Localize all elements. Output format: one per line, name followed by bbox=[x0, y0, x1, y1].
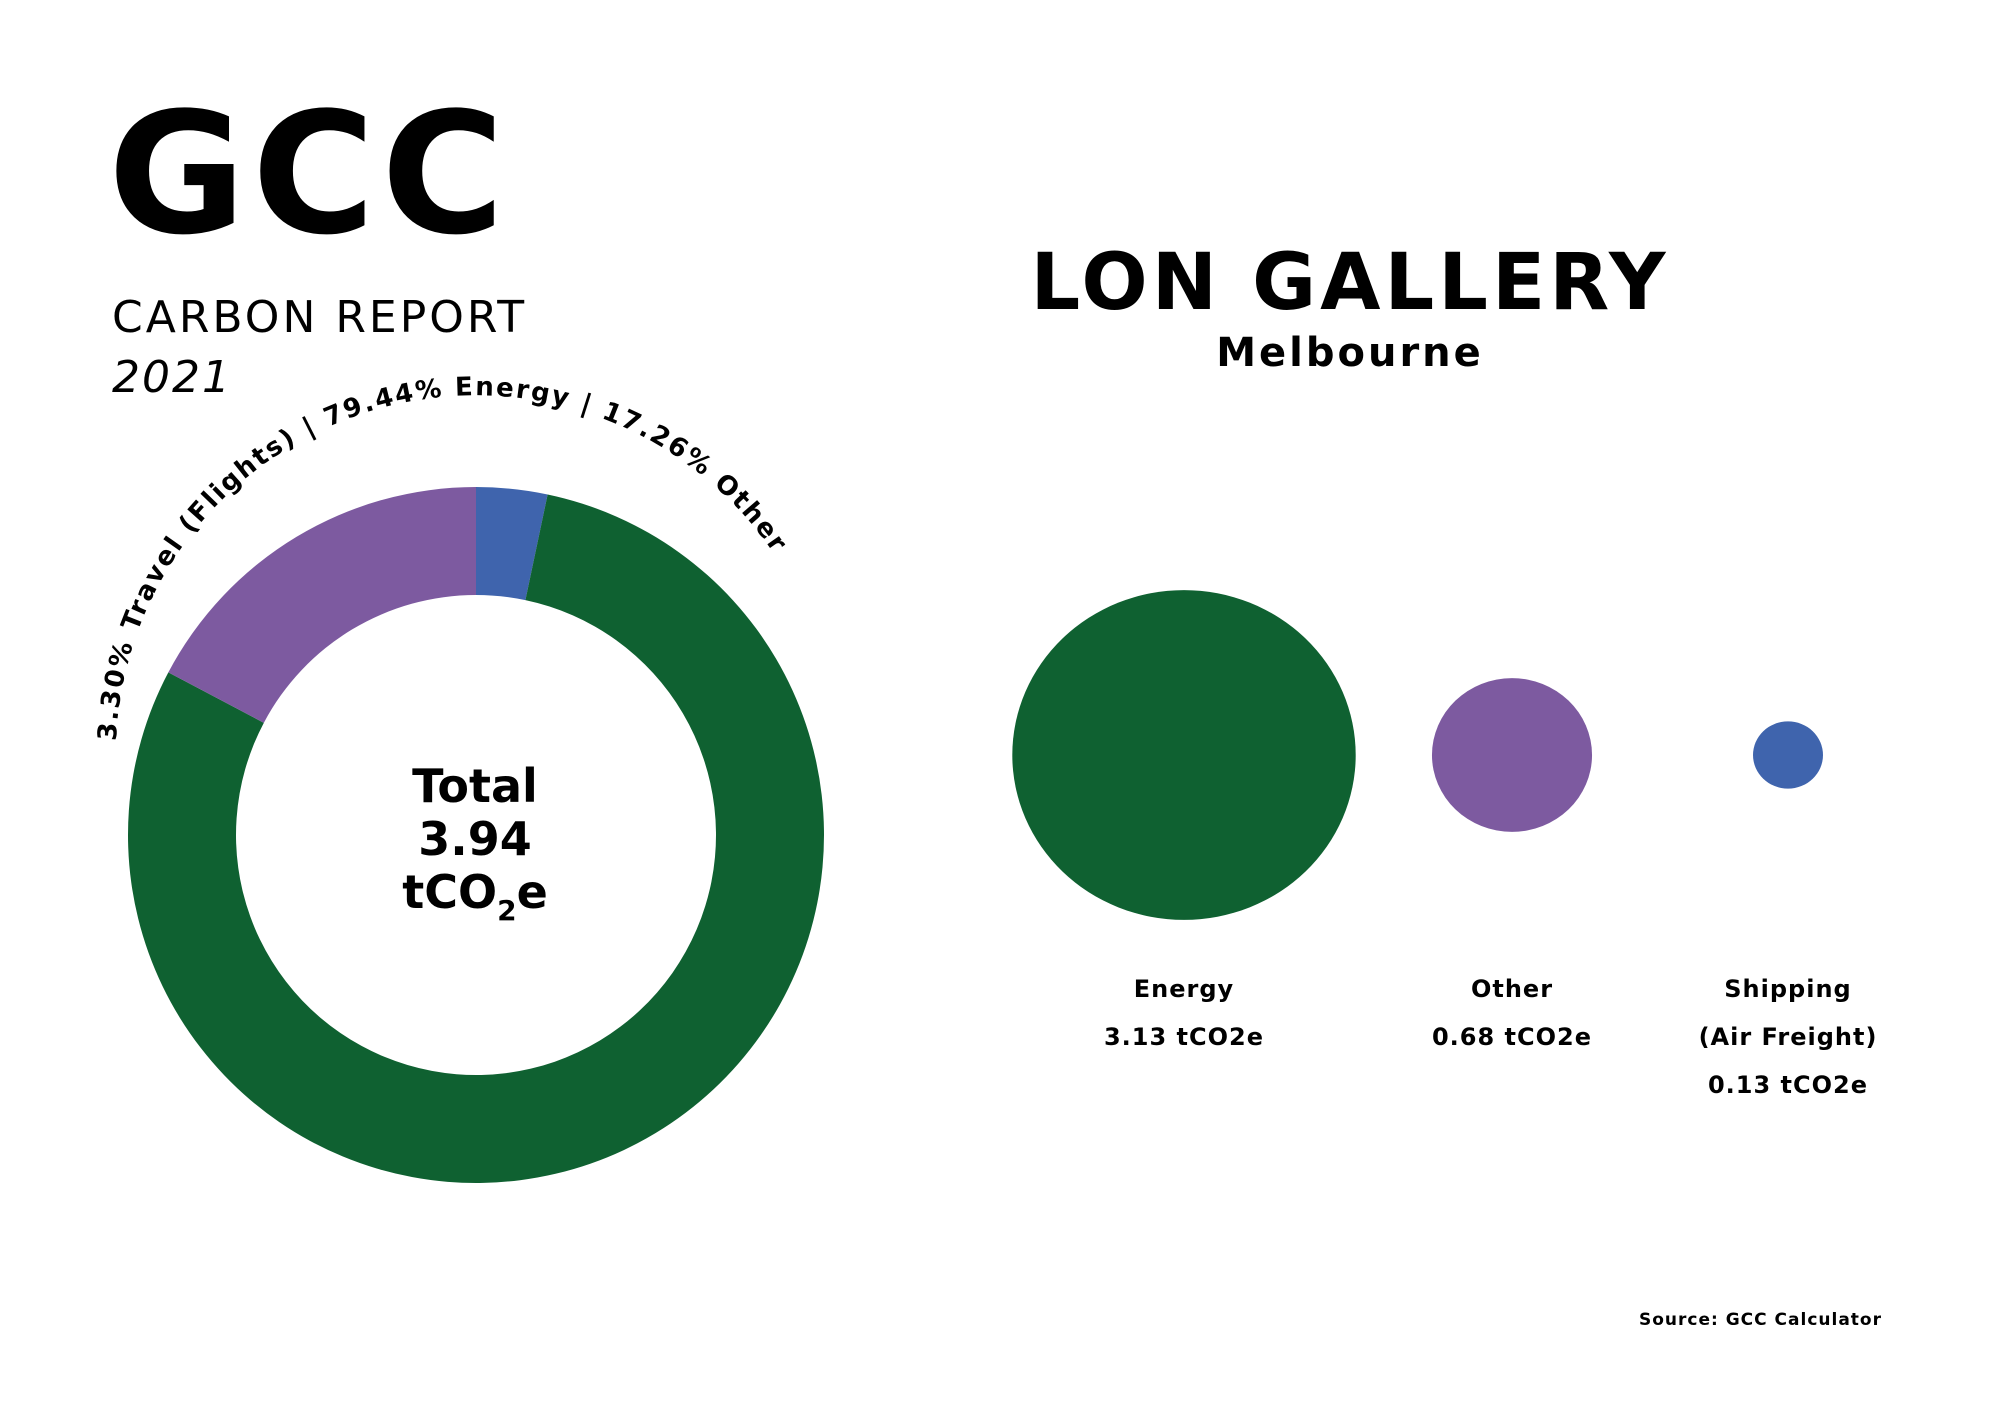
bubble-label-shipping: Shipping (Air Freight) 0.13 tCO2e bbox=[1658, 965, 1918, 1109]
report-title: CARBON REPORT bbox=[112, 292, 528, 343]
donut-chart bbox=[127, 487, 824, 1183]
total-label: Total bbox=[412, 759, 538, 813]
bubble-label-energy: Energy 3.13 tCO2e bbox=[1054, 965, 1314, 1061]
source-note: Source: GCC Calculator bbox=[1639, 1310, 1882, 1330]
gallery-city: Melbourne bbox=[1216, 330, 1484, 376]
bubble-chart bbox=[1012, 590, 1823, 920]
donut-slice-energy bbox=[127, 494, 824, 1183]
bubble-label-other: Other 0.68 tCO2e bbox=[1382, 965, 1642, 1061]
gcc-logo: GCC bbox=[108, 76, 511, 272]
unit-end: e bbox=[516, 865, 548, 919]
donut-slice-travel-flights bbox=[476, 487, 548, 601]
report-year: 2021 bbox=[112, 352, 232, 403]
total-unit: tCO2e bbox=[330, 865, 620, 925]
unit-main: tCO bbox=[402, 865, 498, 919]
bubble-value: 0.13 tCO2e bbox=[1707, 1071, 1869, 1099]
donut-slice-other bbox=[168, 487, 477, 723]
gallery-name: LON GALLERY bbox=[1030, 238, 1670, 328]
bubble-category-name: Other bbox=[1470, 975, 1554, 1003]
bubble-category-name: Shipping bbox=[1724, 975, 1852, 1003]
bubble-shipping bbox=[1753, 721, 1823, 789]
bubble-category-name: Energy bbox=[1133, 975, 1235, 1003]
donut-center-total: Total 3.94 tCO2e bbox=[330, 759, 620, 925]
bubble-category-name: (Air Freight) bbox=[1698, 1023, 1878, 1051]
unit-subscript: 2 bbox=[497, 894, 517, 927]
bubble-other bbox=[1431, 678, 1593, 832]
total-value: 3.94 bbox=[418, 812, 532, 866]
bubble-energy bbox=[1012, 590, 1356, 920]
bubble-value: 0.68 tCO2e bbox=[1431, 1023, 1593, 1051]
bubble-value: 3.13 tCO2e bbox=[1103, 1023, 1265, 1051]
